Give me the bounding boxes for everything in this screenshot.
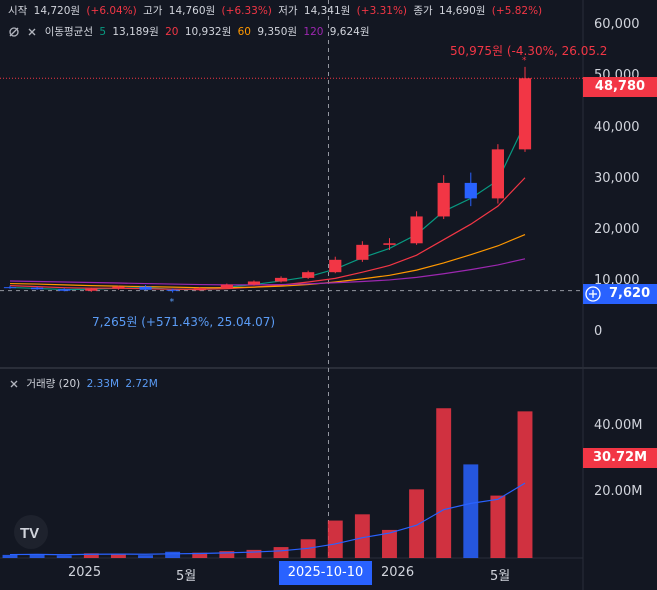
high-value: 14,760원 <box>168 5 216 17</box>
candle-body <box>139 286 152 290</box>
high-marker-icon: * <box>522 56 527 66</box>
candle-body <box>58 289 71 291</box>
candle-body <box>437 182 450 217</box>
open-label: 시작 <box>8 5 28 17</box>
x-tick-may-2025: 5월 <box>176 569 197 584</box>
close-label: 종가 <box>413 5 433 17</box>
volume-bar <box>2 554 18 558</box>
close-indicator-icon[interactable] <box>26 26 38 38</box>
vol-tick-40m: 40.00M <box>594 418 643 433</box>
low-label: 저가 <box>278 5 298 17</box>
volume-title: 거래량 (20) <box>26 378 81 390</box>
y-tick-0: 0 <box>594 324 603 339</box>
indicator-toggle-icon[interactable] <box>8 26 20 38</box>
volume-bar <box>83 553 99 558</box>
volume-last-tag: 30.72M <box>583 448 657 468</box>
high-label: 고가 <box>143 5 163 17</box>
candle-body <box>166 289 179 291</box>
ma20-period: 20 <box>165 26 179 38</box>
volume-ma-line <box>9 482 526 556</box>
volume-bar <box>354 514 370 558</box>
add-alert-icon[interactable] <box>585 286 601 309</box>
crosshair-price-tag[interactable]: 7,620 <box>583 284 657 304</box>
ma-title: 이동평균선 <box>44 26 93 38</box>
high-annotation: 50,975원 (-4.30%, 26.05.2 <box>450 44 608 58</box>
candle-body <box>302 272 315 278</box>
candle-body <box>356 244 369 260</box>
volume-bar <box>56 555 72 558</box>
ma120-line <box>9 258 526 286</box>
y-tick-40000: 40,000 <box>594 120 640 135</box>
close-value: 14,690원 <box>439 5 486 17</box>
y-tick-20000: 20,000 <box>594 222 640 237</box>
volume-bar <box>192 552 208 558</box>
open-change: (+6.04%) <box>86 5 137 17</box>
candle-body <box>274 277 288 282</box>
candle-body <box>220 284 233 289</box>
ma120-period: 120 <box>303 26 324 38</box>
candle-body <box>491 149 504 199</box>
volume-bar <box>463 464 479 558</box>
volume-bar <box>436 408 452 558</box>
candle-body <box>464 182 477 199</box>
x-tick-2026: 2026 <box>381 565 415 580</box>
low-annotation: 7,265원 (+571.43%, 25.04.07) <box>92 315 276 329</box>
y-tick-30000: 30,000 <box>594 171 640 186</box>
candle-body <box>31 287 44 290</box>
volume-v1: 2.33M <box>86 378 120 390</box>
crosshair-date-tag: 2025-10-10 <box>279 561 372 585</box>
ma-legend: 이동평균선 5 13,189원 20 10,932원 60 9,350원 120… <box>8 25 373 39</box>
candle-body <box>410 216 423 244</box>
x-tick-2025: 2025 <box>68 565 102 580</box>
volume-bar <box>490 495 506 558</box>
volume-legend: 거래량 (20) 2.33M 2.72M <box>8 377 161 391</box>
volume-bar <box>409 489 425 558</box>
candle-body <box>247 281 261 285</box>
ohlc-legend: 시작 14,720원 (+6.04%) 고가 14,760원 (+6.33%) … <box>8 4 545 18</box>
volume-bar <box>327 520 343 558</box>
ma60-value: 9,350원 <box>257 26 298 38</box>
candle-body <box>193 288 206 291</box>
volume-bar <box>219 551 235 558</box>
ma120-value: 9,624원 <box>329 26 370 38</box>
ma5-value: 13,189원 <box>112 26 159 38</box>
volume-v2: 2.72M <box>125 378 158 390</box>
candle-body <box>112 286 125 289</box>
crosshair-price: 7,620 <box>609 286 651 301</box>
volume-close-icon[interactable] <box>8 378 20 390</box>
volume-bar <box>246 549 262 558</box>
svg-text:TV: TV <box>20 525 39 542</box>
volume-bar <box>110 553 126 558</box>
low-value: 14,341원 <box>303 5 351 17</box>
candle-body <box>383 243 396 245</box>
candle-body <box>518 78 532 150</box>
ma20-value: 10,932원 <box>184 26 232 38</box>
volume-bar <box>138 555 153 558</box>
low-change: (+3.31%) <box>356 5 408 17</box>
x-tick-may-2026: 5월 <box>490 569 511 584</box>
open-value: 14,720원 <box>33 5 81 17</box>
y-tick-60000: 60,000 <box>594 17 640 32</box>
volume-bar <box>273 547 289 558</box>
ma60-line <box>9 233 526 289</box>
volume-bar <box>382 529 397 558</box>
ma5-period: 5 <box>99 26 107 38</box>
low-marker-icon: * <box>170 298 175 308</box>
ma60-period: 60 <box>237 26 251 38</box>
vol-tick-20m: 20.00M <box>594 484 643 499</box>
volume-bar <box>165 551 181 558</box>
volume-bar <box>29 554 45 558</box>
close-change: (+5.82%) <box>491 5 543 17</box>
candle-body <box>85 288 98 291</box>
high-change: (+6.33%) <box>221 5 272 17</box>
last-price-tag: 48,780 <box>583 77 657 97</box>
tradingview-logo[interactable]: TV <box>14 515 48 549</box>
candle-body <box>3 287 17 289</box>
candle-body <box>329 259 342 273</box>
volume-bar <box>517 411 533 558</box>
